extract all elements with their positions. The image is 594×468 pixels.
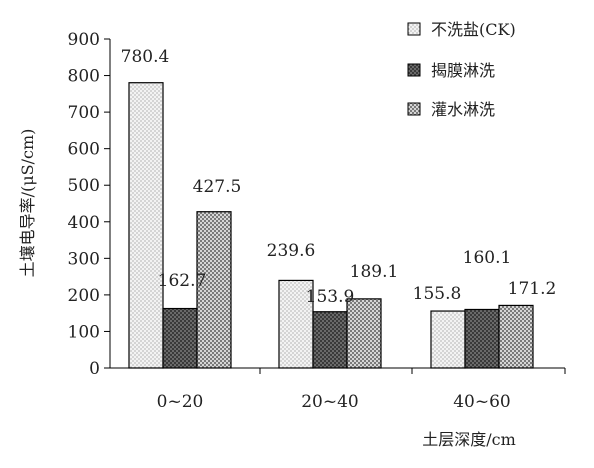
bar-1-0~20 [128,82,164,369]
data-label: 153.9 [306,287,355,307]
bar-3-0~20 [196,211,232,369]
y-axis-title: 土壤电导率/(μS/cm) [18,129,37,278]
x-category-label: 40~60 [453,392,511,412]
y-tick-label: 100 [68,322,100,342]
data-label: 162.7 [158,271,207,291]
y-tick-label: 800 [68,67,100,87]
legend-swatch [407,22,421,36]
y-tick-label: 700 [68,103,100,123]
data-labels: 780.4 239.6 155.8 162.7 153.9 160.1 427.5 189.1… [121,47,557,307]
data-label: 160.1 [463,248,512,268]
bar-2-0~20 [162,307,198,369]
y-tick-label: 0 [89,359,100,379]
data-label: 780.4 [121,47,170,67]
bar-2-40~60 [464,308,500,369]
legend-label: 不洗盐(CK) [431,20,516,39]
data-label: 239.6 [267,241,316,261]
legend-swatch [407,63,421,77]
bar-2-20~40 [312,311,348,369]
bars [128,82,534,369]
x-axis-title: 土层深度/cm [422,430,516,449]
bar-3-40~60 [498,304,534,369]
y-axis: 0 100 200 300 400 500 600 700 800 900 [68,30,111,379]
legend-swatch [407,102,421,116]
legend-label: 灌水淋洗 [431,100,495,119]
y-tick-label: 200 [68,286,100,306]
y-tick-label: 600 [68,140,100,160]
data-label: 189.1 [350,262,399,282]
bar-1-40~60 [430,310,466,369]
bar-1-20~40 [278,279,314,369]
y-tick-label: 400 [68,213,100,233]
y-tick-label: 500 [68,176,100,196]
x-category-label: 0~20 [157,392,204,412]
y-tick-label: 300 [68,249,100,269]
bar-3-20~40 [346,298,382,369]
x-axis: 0~20 20~40 40~60 [110,367,566,412]
data-label: 171.2 [508,279,557,299]
data-label: 155.8 [413,284,462,304]
data-label: 427.5 [193,177,242,197]
x-category-label: 20~40 [301,392,359,412]
y-tick-label: 900 [68,30,100,50]
legend-label: 揭膜淋洗 [431,61,495,80]
